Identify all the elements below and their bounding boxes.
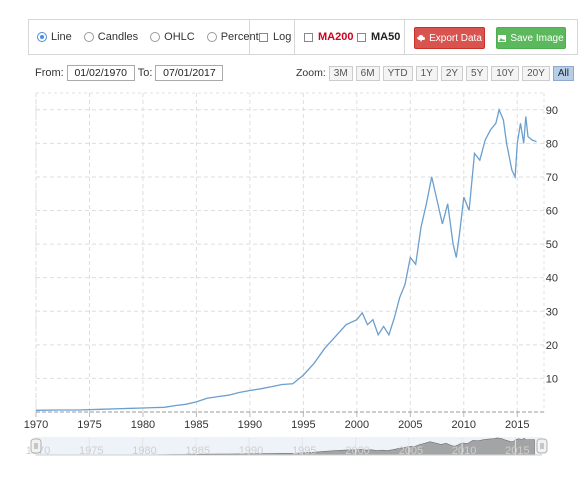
log-checkbox[interactable]: Log [259, 20, 291, 54]
x-tick-label: 1990 [238, 419, 262, 431]
navigator-series-area [35, 437, 535, 456]
ma200-checkbox[interactable]: MA200 [304, 20, 353, 54]
chart-type-ohlc-label: OHLC [164, 31, 195, 43]
zoom-controls: Zoom: 3M 6M YTD 1Y 2Y 5Y 10Y 20Y All [296, 65, 574, 81]
to-date-input[interactable]: 07/01/2017 [155, 65, 224, 81]
radio-selected-icon [37, 32, 47, 42]
chart-type-group: Line Candles OHLC Percent [37, 20, 271, 54]
chart-type-line-label: Line [51, 31, 72, 43]
zoom-3m-button[interactable]: 3M [328, 65, 353, 81]
toolbar-divider [249, 20, 250, 54]
x-tick-label: 2010 [452, 419, 476, 431]
chart-type-ohlc[interactable]: OHLC [150, 31, 195, 43]
from-label: From: [35, 67, 64, 79]
log-label: Log [273, 31, 292, 43]
x-tick-label: 2005 [398, 419, 422, 431]
to-label: To: [137, 67, 153, 79]
save-image-label: Save Image [510, 32, 564, 44]
checkbox-icon [357, 32, 366, 42]
ma200-label: MA200 [318, 31, 354, 43]
x-axis: 1970 1975 1980 1985 1990 1995 2000 2005 2010 2015 [24, 411, 544, 431]
x-tick-label: 1995 [291, 419, 315, 431]
navigator-tick-label: 2010 [452, 445, 476, 457]
y-tick-label: 80 [546, 138, 558, 150]
radio-icon [150, 32, 161, 42]
chart-toolbar: Line Candles OHLC Percent Log MA200 MA50… [28, 19, 578, 55]
ma50-checkbox[interactable]: MA50 [357, 20, 400, 54]
chart-type-candles[interactable]: Candles [83, 31, 139, 43]
zoom-6m-button[interactable]: 6M [355, 65, 380, 81]
navigator-tick-label: 1980 [132, 445, 156, 457]
navigator-tick-label: 1990 [239, 445, 263, 457]
navigator-tick-label: 2005 [399, 445, 423, 457]
y-tick-label: 10 [546, 373, 558, 385]
ma50-label: MA50 [371, 31, 401, 43]
y-tick-label: 90 [546, 105, 558, 117]
x-tick-label: 1975 [77, 419, 101, 431]
zoom-20y-button[interactable]: 20Y [522, 65, 550, 81]
navigator-tick-label: 1985 [186, 445, 210, 457]
zoom-label: Zoom: [296, 67, 326, 79]
y-tick-label: 50 [546, 239, 558, 251]
zoom-5y-button[interactable]: 5Y [466, 65, 489, 81]
export-data-label: Export Data [429, 32, 482, 44]
series-line [35, 107, 537, 411]
y-axis: 10 20 30 40 50 60 70 80 90 [546, 105, 558, 386]
checkbox-icon [304, 32, 313, 42]
radio-icon [83, 32, 94, 42]
zoom-ytd-button[interactable]: YTD [382, 65, 413, 81]
zoom-10y-button[interactable]: 10Y [491, 65, 520, 81]
x-tick-label: 1980 [131, 419, 155, 431]
navigator-right-handle[interactable] [536, 438, 548, 454]
date-range: From: 01/02/1970 To: 07/01/2017 [35, 65, 226, 81]
zoom-all-button[interactable]: All [552, 65, 574, 81]
x-tick-label: 1970 [24, 419, 48, 431]
x-tick-label: 1985 [184, 419, 208, 431]
export-data-button[interactable]: Export Data [414, 27, 485, 49]
navigator-tick-label: 1975 [79, 445, 103, 457]
navigator-tick-label: 2015 [505, 445, 529, 457]
zoom-1y-button[interactable]: 1Y [415, 65, 438, 81]
zoom-2y-button[interactable]: 2Y [440, 65, 464, 81]
y-tick-label: 20 [546, 340, 558, 352]
y-tick-label: 30 [546, 306, 558, 318]
chart-type-line[interactable]: Line [37, 31, 72, 43]
x-tick-label: 2000 [345, 419, 369, 431]
y-tick-label: 60 [546, 206, 558, 218]
y-tick-label: 40 [546, 273, 558, 285]
image-icon [498, 34, 507, 42]
x-tick-label: 2015 [505, 419, 529, 431]
toolbar-divider [404, 20, 405, 54]
y-tick-label: 70 [546, 172, 558, 184]
chart-grid [35, 92, 545, 412]
navigator-tick-label: 2000 [345, 445, 369, 457]
navigator-tick-label: 1995 [292, 445, 316, 457]
cloud-download-icon [417, 34, 426, 42]
checkbox-icon [259, 32, 268, 42]
radio-icon [206, 32, 217, 42]
from-date-input[interactable]: 01/02/1970 [66, 65, 135, 81]
toolbar-divider [294, 20, 295, 54]
navigator-left-handle[interactable] [30, 438, 42, 454]
save-image-button[interactable]: Save Image [496, 27, 566, 49]
chart-type-candles-label: Candles [97, 31, 139, 43]
